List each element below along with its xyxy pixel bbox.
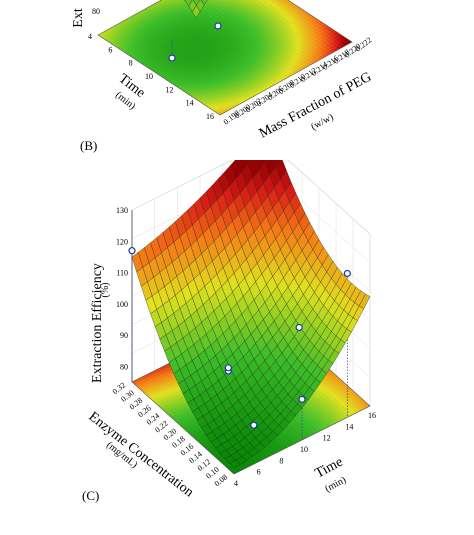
panel-label-b: (B) <box>80 138 97 153</box>
x-tick-label: 10 <box>145 72 153 81</box>
z-tick-label: 120 <box>116 237 128 246</box>
design-point <box>224 364 232 372</box>
y-tick-label: 8 <box>279 456 283 465</box>
z-tick-label: 80 <box>92 7 100 16</box>
design-point <box>295 323 303 332</box>
y-tick-label: 10 <box>300 445 308 454</box>
response-surface-c <box>131 160 371 468</box>
x-tick-label: 16 <box>206 112 214 121</box>
design-point <box>343 269 351 278</box>
z-tick-label: 110 <box>116 269 128 278</box>
design-point <box>298 395 306 403</box>
z-axis-label-b: Ext <box>71 8 86 28</box>
z-axis-unit-c: (%) <box>100 283 111 298</box>
y-tick-label: 6 <box>257 468 261 477</box>
z-tick-label: 80 <box>120 362 128 371</box>
design-points-c <box>128 247 351 429</box>
y-tick-label: 16 <box>368 411 376 420</box>
z-tick-label: 90 <box>120 331 128 340</box>
x-tick-label: 12 <box>165 85 173 94</box>
y-tick-label: 4 <box>234 479 238 488</box>
z-tick-label: 130 <box>116 206 128 215</box>
design-points-b <box>168 22 222 62</box>
design-point <box>250 421 258 429</box>
response-surface-b <box>184 0 208 19</box>
design-point <box>214 22 222 30</box>
y-tick-label: 0.222 <box>354 35 374 53</box>
z-tick-label: 100 <box>116 300 128 309</box>
panel-label-c: (C) <box>82 488 99 503</box>
x-tick-label: 14 <box>186 99 194 108</box>
x-tick-label: 6 <box>108 45 112 54</box>
y-tick-label: 12 <box>323 434 331 443</box>
design-point <box>128 247 136 255</box>
z-axis-label-c: Extraction Efficiency <box>90 263 105 383</box>
x-tick-label: 8 <box>129 59 133 68</box>
x-tick-label: 4 <box>88 32 92 41</box>
y-tick-label: 14 <box>345 422 353 431</box>
surface-plot-c: 80901001101201300.320.300.280.260.240.22… <box>86 160 376 500</box>
